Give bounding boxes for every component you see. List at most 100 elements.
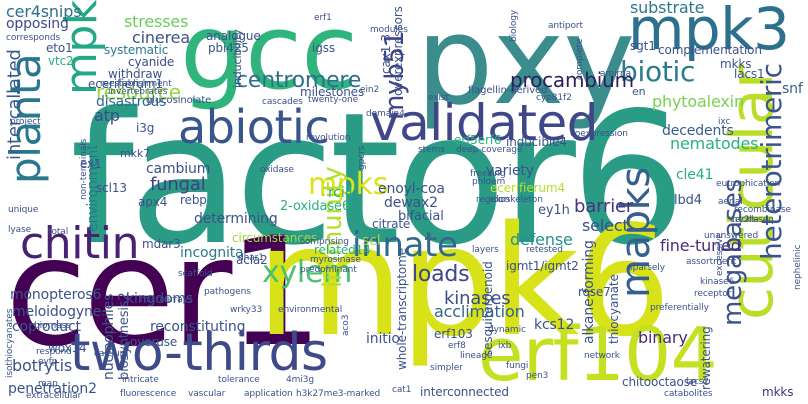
word-acla2: acla2 <box>236 253 268 267</box>
word-rci4: rci4 <box>328 185 354 201</box>
word-cer1: cer1 <box>5 206 323 380</box>
word-recombinase: recombinase <box>734 205 791 215</box>
word-apx4: apx4 <box>138 195 168 209</box>
word-gcc: gcc <box>180 0 358 113</box>
word-fluorescence: fluorescence <box>120 389 177 399</box>
word-chitin: chitin <box>20 218 140 269</box>
word-chitooctaose: chitooctaose <box>622 375 698 389</box>
word-cinerea: cinerea <box>132 28 190 47</box>
word-xylem: xylem <box>262 255 353 290</box>
word-tolerance: tolerance <box>218 375 260 385</box>
word-domain4: domain4 <box>366 109 405 119</box>
word-rebp: rebp <box>180 193 207 207</box>
word-inducibility: inducibility <box>231 29 244 88</box>
word-ein2: ein2 <box>360 85 380 95</box>
word-validated: validated <box>370 94 599 152</box>
word-kingdoms: kingdoms <box>126 291 194 307</box>
word-kcs12: kcs12 <box>534 317 575 333</box>
word-phloem: phloem <box>472 177 506 187</box>
word-opposing: opposing <box>6 16 69 32</box>
word-cer4snips: cer4snips <box>6 2 82 21</box>
word-cle41: cle41 <box>676 167 714 183</box>
word-overexpressors: overexpressors <box>391 6 405 96</box>
word-simpler: simpler <box>430 363 463 373</box>
word-intricate: intricate <box>122 375 159 385</box>
word-eyfp: eyfp <box>38 357 58 367</box>
word-cat1: cat1 <box>392 385 412 395</box>
word-oxidase: oxidase <box>260 165 294 175</box>
word-meloidogyne: meloidogyne <box>12 304 102 320</box>
word-comprising: comprising <box>300 237 349 247</box>
word-centromere: centromere <box>236 68 362 93</box>
word-erf8: erf8 <box>448 341 466 351</box>
word-isothiocyanates: isothiocyanates <box>5 308 15 378</box>
word-erf104: erf104 <box>478 312 718 398</box>
word-unanswered: unanswered <box>704 231 759 241</box>
word-fungal: fungal <box>150 174 206 195</box>
word-h3k27me3-marked: h3k27me3-marked <box>296 389 381 399</box>
word-biotic: biotic <box>620 55 696 88</box>
word-scl13: scl13 <box>96 181 127 195</box>
word-coproduct: coproduct <box>12 319 81 335</box>
word-sparsely: sparsely <box>628 263 665 273</box>
word-pbi425: pbi425 <box>208 41 249 55</box>
word-pxy: pxy <box>416 0 635 132</box>
word-lineage: lineage <box>460 351 493 361</box>
word-biomass: biomass <box>34 321 71 331</box>
word-citrate: citrate <box>372 217 411 231</box>
word-kinases: kinases <box>444 288 511 309</box>
word-enoyl-coa: enoyl-coa <box>378 181 445 197</box>
word-network: network <box>584 351 620 361</box>
word-catabolites: catabolites <box>664 389 713 399</box>
word-wox14: wox14 <box>48 341 87 355</box>
word-receptor: receptor <box>694 289 732 299</box>
word-loads: loads <box>412 262 470 287</box>
word-gpcrs: gpcrs <box>357 145 367 170</box>
word-substrate: substrate <box>630 0 705 17</box>
word-aco3: aco3 <box>341 314 351 336</box>
word-coexpression: coexpression <box>570 129 628 139</box>
word-antiport: antiport <box>548 21 583 31</box>
word-pathogens: pathogens <box>204 287 251 297</box>
word-lacs2: lacs2 <box>686 377 709 387</box>
word-alkane-forming: alkane-forming <box>581 240 597 344</box>
word-igmt1-igmt2: igmt1/igmt2 <box>506 259 579 273</box>
word-circumstances: circumstances <box>232 231 318 245</box>
word-fungi: fungi <box>506 361 529 371</box>
word-mkks-top: mkks <box>720 57 752 71</box>
word-barrier: barrier <box>574 196 634 217</box>
word-sgt1: sgt1 <box>630 39 656 53</box>
word-mpk6: mpk6 <box>256 193 672 370</box>
word-interconnected: interconnected <box>420 385 509 399</box>
word-initio: initio <box>366 331 400 347</box>
word-sesquiterpenoid: sesquiterpenoid <box>481 261 495 356</box>
word-mkk7: mkk7 <box>120 147 151 160</box>
word-mkks: mkks <box>762 385 794 399</box>
word-ecerifierum4: ecerifierum4 <box>490 181 565 195</box>
word-microarrays: microarrays <box>140 295 193 305</box>
word-exoskeleton: exoskeleton <box>490 195 543 205</box>
word-complementation: complementation <box>658 43 762 57</box>
word-igss: igss <box>312 41 335 55</box>
word-cambium: cambium <box>146 161 211 177</box>
word-dynamic: dynamic <box>488 325 526 335</box>
word-snf: snf <box>782 81 803 97</box>
word-phytoalexin: phytoalexin <box>652 92 744 111</box>
word-ixb: ixb <box>498 341 512 351</box>
word-reestablishment: reestablishment <box>100 79 172 89</box>
word-botrytis: botrytis <box>12 356 73 375</box>
word-mdar3: mdar3 <box>142 237 181 251</box>
word-en: en <box>632 85 646 98</box>
word-withdraw: withdraw <box>108 67 163 81</box>
word-non-terminals: non-terminals <box>79 138 89 200</box>
word-rose7: rose7 <box>578 285 611 299</box>
word-select: select <box>582 216 629 235</box>
word-kinase6: kinase6 <box>700 277 735 287</box>
word-acclimation: acclimation <box>434 302 525 321</box>
word-preferentially: preferentially <box>650 303 709 313</box>
word-factor6: factor6 <box>70 73 686 285</box>
word-wrky33: wrky33 <box>230 305 263 315</box>
word-retested: retested <box>526 245 563 255</box>
word-nucleophiles: nucleophiles <box>101 293 117 380</box>
